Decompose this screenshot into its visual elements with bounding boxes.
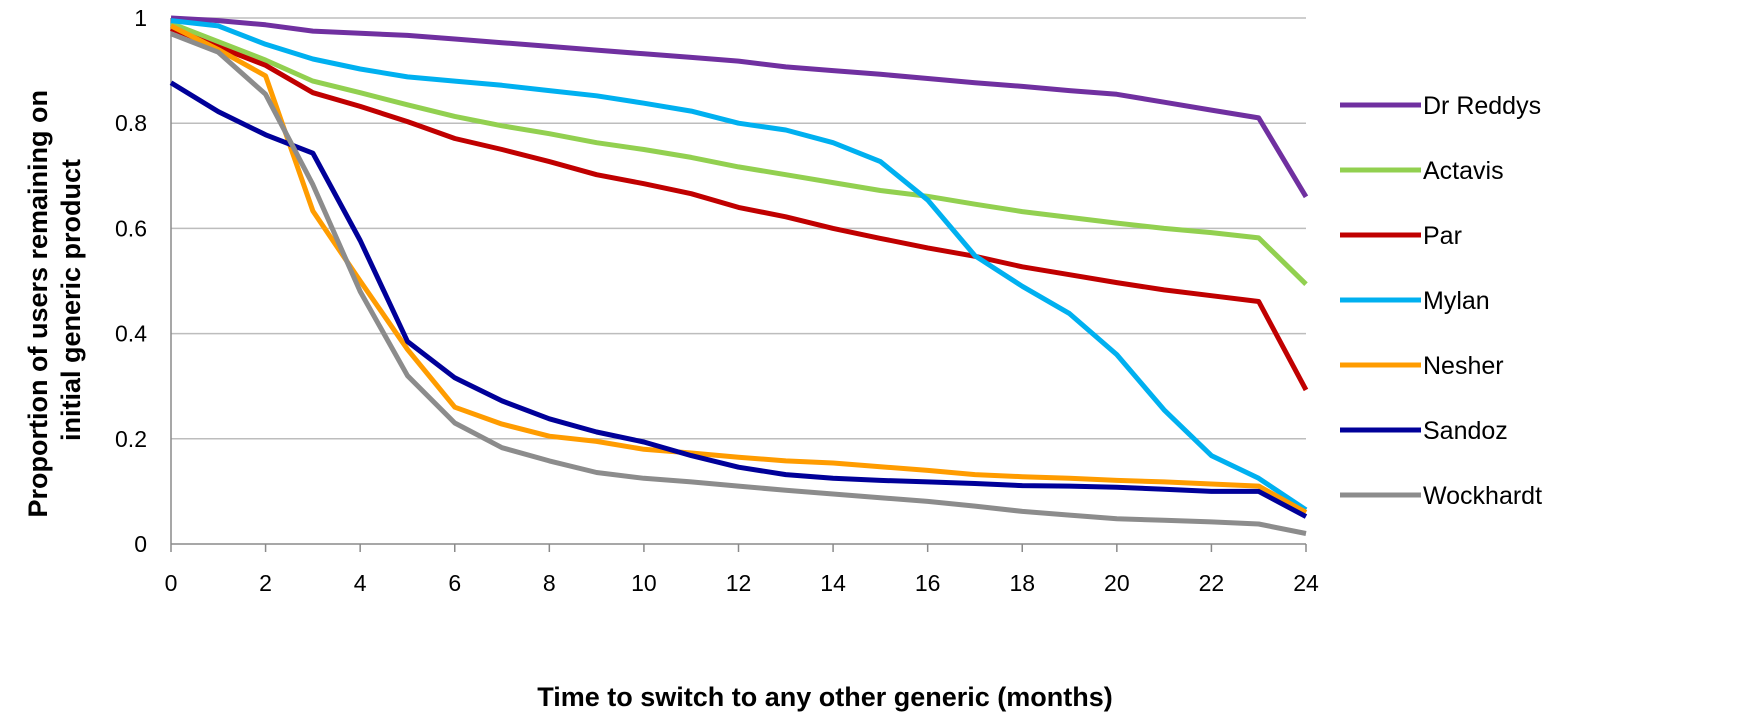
y-axis-title-line-2: initial generic product xyxy=(56,159,86,441)
x-tick-label: 16 xyxy=(915,570,941,596)
y-axis-title: Proportion of users remaining on initial… xyxy=(23,82,86,517)
series-line-wockhardt xyxy=(170,31,1307,536)
legend-label-dr-reddys: Dr Reddys xyxy=(1423,92,1541,120)
series-lines xyxy=(169,15,1309,536)
x-tick-label: 20 xyxy=(1104,570,1130,596)
gridlines xyxy=(171,17,1306,440)
x-tick-label: 24 xyxy=(1293,570,1319,596)
x-tick-label: 14 xyxy=(820,570,846,596)
y-tick-label: 0 xyxy=(134,531,147,557)
legend-label-sandoz: Sandoz xyxy=(1423,417,1508,445)
y-axis-title-line-1: Proportion of users remaining on xyxy=(23,90,53,518)
y-tick-label: 0.6 xyxy=(115,215,147,241)
series-line-par xyxy=(170,26,1309,392)
series-line-dr-reddys xyxy=(170,15,1309,199)
x-tick-label: 2 xyxy=(259,570,272,596)
y-tick-label: 0.4 xyxy=(115,321,147,347)
axes: 00.20.40.60.810 2 4 6 8 10 12 14 16 18 20 22 24 xyxy=(115,5,1319,596)
legend-label-nesher: Nesher xyxy=(1423,352,1504,380)
series-line-mylan xyxy=(170,18,1308,512)
y-tick-label: 1 xyxy=(134,5,147,31)
x-axis-title: Time to switch to any other generic (mon… xyxy=(537,682,1113,712)
series-line-actavis xyxy=(170,20,1308,286)
x-tick-label: 10 xyxy=(631,570,657,596)
x-tick-label: 18 xyxy=(1009,570,1035,596)
legend-label-wockhardt: Wockhardt xyxy=(1423,482,1542,510)
x-tick-label: 0 xyxy=(165,570,178,596)
y-tick-label: 0.2 xyxy=(115,426,147,452)
x-tick-label: 8 xyxy=(543,570,556,596)
legend-label-par: Par xyxy=(1423,222,1462,250)
x-tick-label: 12 xyxy=(726,570,752,596)
series-line-nesher xyxy=(169,23,1308,515)
legend-label-actavis: Actavis xyxy=(1423,157,1504,185)
x-tick-label: 22 xyxy=(1199,570,1225,596)
legend-label-mylan: Mylan xyxy=(1423,287,1490,315)
y-tick-label: 0.8 xyxy=(115,110,147,136)
x-tick-label: 6 xyxy=(448,570,461,596)
legend: Dr Reddys Actavis Par Mylan Nesher Sandoz Wock… xyxy=(1340,92,1542,510)
series-line-sandoz xyxy=(169,80,1308,519)
x-tick-label: 4 xyxy=(354,570,367,596)
